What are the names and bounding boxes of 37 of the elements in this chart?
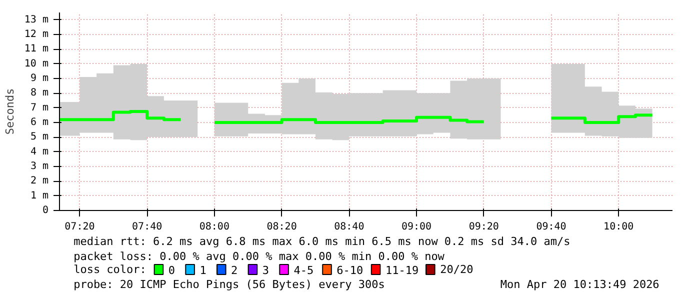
x-tick-label: 09:00 — [401, 222, 432, 232]
y-tick-label: 13 m — [24, 14, 49, 26]
y-axis-title: Seconds — [3, 88, 16, 135]
legend-label: 1 — [200, 264, 206, 277]
text: probe: 20 ICMP Echo Pings (56 Bytes) every 300s — [74, 278, 385, 291]
y-tick-label: 0 — [42, 205, 49, 216]
y-tick-label: 2 m — [30, 176, 48, 187]
x-tick-label: 08:20 — [266, 222, 297, 232]
x-tick-label: 08:00 — [199, 222, 230, 232]
x-tick-label: 07:40 — [132, 222, 162, 232]
y-tick-label: 3 m — [30, 161, 48, 172]
y-tick-label: 6 m — [30, 117, 48, 128]
y-tick-label: 7 m — [30, 102, 48, 114]
legend-title: loss color: — [74, 263, 146, 276]
y-tick-label: 8 m — [30, 88, 48, 99]
y-tick-label: 12 m — [24, 29, 49, 40]
x-tick-label: 08:40 — [334, 222, 364, 232]
legend-label: 4-5 — [294, 264, 314, 277]
x-tick-label: 09:40 — [536, 222, 566, 232]
legend-label: 0 — [168, 264, 176, 277]
y-tick-label: 9 m — [30, 73, 48, 84]
text: median rtt: 6.2 ms avg 6.8 ms max 6.0 ms min 6.5 ms now 0.2 ms sd 34.0 am/s — [74, 235, 570, 248]
x-tick-label: 10:00 — [604, 222, 634, 232]
text: packet loss: 0.00 % avg 0.00 % max 0.00 % min 0.00 % now — [74, 250, 445, 263]
legend-label: 20/20 — [440, 263, 474, 276]
y-tick-label: 5 m — [30, 132, 48, 143]
legend-label: 11-19 — [385, 264, 419, 277]
x-tick-label: 09:20 — [468, 222, 499, 232]
legend-label: 3 — [262, 264, 270, 277]
x-tick-label: 07:20 — [64, 222, 95, 232]
y-tick-label: 10 m — [24, 58, 49, 70]
text: Mon Apr 20 10:13:49 2026 — [500, 278, 660, 291]
y-tick-label: 4 m — [30, 146, 48, 158]
legend-label: 2 — [231, 264, 238, 277]
y-tick-label: 11 m — [24, 44, 49, 55]
legend-label: 6-10 — [336, 264, 364, 277]
y-tick-label: 1 m — [30, 190, 48, 202]
